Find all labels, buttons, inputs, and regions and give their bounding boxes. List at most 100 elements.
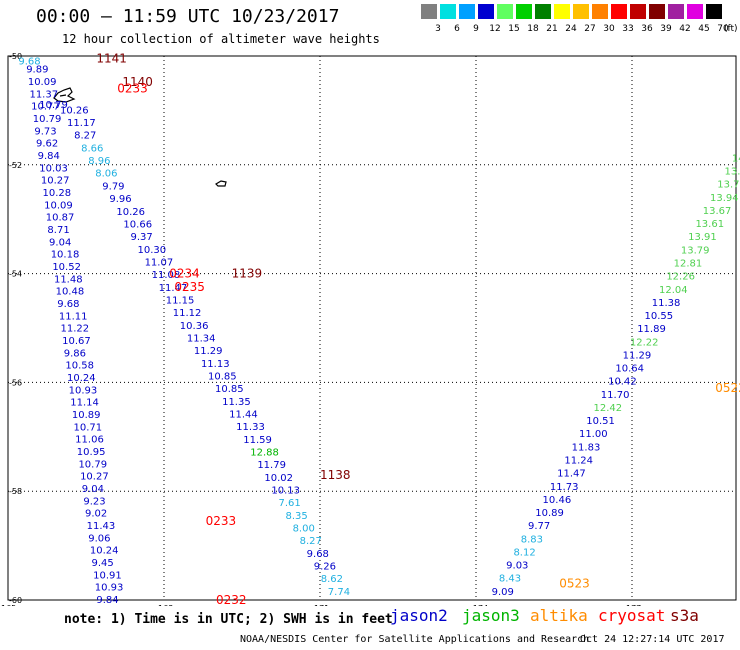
swh-value: 9.45 (92, 558, 114, 569)
swh-value: 10.77 (31, 102, 60, 113)
pass-time-label: 0234 (169, 267, 200, 281)
swh-value: 11.00 (579, 429, 608, 440)
pass-time-label: 0232 (216, 593, 247, 606)
swh-value: 10.79 (33, 114, 62, 125)
swh-value: 10.24 (90, 546, 119, 557)
legend-swatch (687, 4, 703, 19)
swh-value: 11.73 (550, 482, 579, 493)
legend-swatch (535, 4, 551, 19)
swh-value: 9.79 (102, 181, 124, 192)
swh-value: 10.85 (208, 371, 237, 382)
swh-value: 13.79 (681, 245, 710, 256)
legend-swatch (440, 4, 456, 19)
swh-value: 11.33 (236, 422, 265, 433)
swh-value: 10.18 (51, 250, 80, 261)
swh-value: 12.81 (674, 258, 703, 269)
swh-value: 10.48 (56, 287, 85, 298)
swh-value: 10.71 (74, 422, 103, 433)
swh-value: 9.23 (83, 496, 105, 507)
legend-label: 18 (527, 24, 539, 34)
legend-swatch (611, 4, 627, 19)
swh-value: 8.06 (95, 169, 117, 180)
swh-value: 11.08 (152, 270, 181, 281)
swh-value: 10.46 (543, 495, 572, 506)
swh-value: 11.83 (572, 442, 601, 453)
legend-label: 42 (679, 24, 691, 34)
legend-label: 3 (435, 24, 441, 34)
swh-value: 9.68 (57, 299, 79, 310)
swh-value: 13.74 (717, 180, 740, 191)
chart-subtitle: 12 hour collection of altimeter wave hei… (62, 32, 380, 46)
legend-swatch (630, 4, 646, 19)
swh-value: 11.44 (229, 409, 258, 420)
swh-value: 12.42 (594, 403, 623, 414)
swh-value: 9.06 (88, 533, 110, 544)
latitude-label: -54 (9, 270, 22, 279)
legend-swatch (459, 4, 475, 19)
swh-value: 9.04 (82, 484, 104, 495)
swh-value: 10.36 (180, 321, 209, 332)
swh-value: 11.43 (87, 521, 116, 532)
swh-value: 10.28 (43, 188, 72, 199)
swh-value: 10.87 (46, 213, 75, 224)
legend-swatch (554, 4, 570, 19)
timestamp: Oct 24 12:27:14 UTC 2017 (580, 634, 725, 645)
swh-value: 8.43 (499, 574, 521, 585)
pass-time-label: 0235 (174, 280, 205, 294)
swh-value: 10.26 (60, 105, 89, 116)
swh-value: 12.04 (659, 285, 688, 296)
swh-value: 9.68 (18, 56, 40, 67)
swh-value: 10.52 (52, 262, 81, 273)
legend-label: 33 (622, 24, 634, 34)
legend-swatch (478, 4, 494, 19)
swh-value: 11.35 (222, 397, 251, 408)
swh-value: 10.67 (62, 336, 91, 347)
swh-value: 11.34 (187, 333, 216, 344)
swh-value: 10.95 (77, 447, 106, 458)
swh-value: 14.2 (732, 153, 740, 164)
graticule (8, 56, 736, 600)
swh-value: 13.56 (725, 167, 740, 178)
swh-value: 11.29 (194, 346, 223, 357)
swh-value: 11.59 (243, 435, 272, 446)
swh-value: 8.71 (47, 225, 69, 236)
swh-value: 10.42 (608, 377, 637, 388)
latitude-label: -58 (9, 487, 22, 496)
swh-value: 9.09 (492, 587, 514, 598)
latitude-label: -60 (9, 596, 22, 605)
pass-time-label: 0523 (559, 577, 590, 591)
swh-value: 8.00 (293, 523, 315, 534)
swh-value: 9.26 (314, 562, 336, 573)
latitude-label: -52 (9, 161, 22, 170)
swh-value: 7.61 (278, 498, 300, 509)
legend-swatch (516, 4, 532, 19)
pass-time-label: 1138 (320, 468, 351, 482)
swh-value: 11.12 (173, 308, 202, 319)
swh-value: 11.47 (159, 283, 188, 294)
swh-value: 8.35 (286, 511, 308, 522)
longitude-label: -174 (470, 604, 488, 606)
swh-value: 11.11 (59, 311, 88, 322)
campbell-island (215, 180, 227, 187)
swh-value: 10.09 (28, 77, 57, 88)
pass-time-label: 0233 (206, 514, 237, 528)
legend-swatch (497, 4, 513, 19)
legend-label: 27 (584, 24, 596, 34)
swh-value: 9.04 (49, 237, 71, 248)
swh-value: 8.12 (513, 547, 535, 558)
legend-label: 70 (717, 24, 729, 34)
swh-value: 9.96 (109, 194, 131, 205)
swh-value: 13.91 (688, 232, 717, 243)
pass-time-label: 0522 (715, 381, 740, 395)
swh-value: 8.66 (81, 143, 103, 154)
swh-value: 7.74 (328, 587, 350, 598)
swh-value: 10.02 (264, 473, 293, 484)
legend-swatch (421, 4, 437, 19)
wave-height-map: -50-52-54-56-58-60165168171-174177 9.891… (1, 52, 740, 606)
swh-value: 11.24 (564, 456, 593, 467)
swh-value: 9.68 (307, 549, 329, 560)
altimeter-tracks: 9.8910.0911.3710.7710.799.739.629.8410.0… (18, 52, 740, 606)
swh-value: 9.89 (26, 65, 48, 76)
swh-value: 10.66 (123, 219, 152, 230)
satellite-jason2: jason2 (390, 606, 448, 625)
